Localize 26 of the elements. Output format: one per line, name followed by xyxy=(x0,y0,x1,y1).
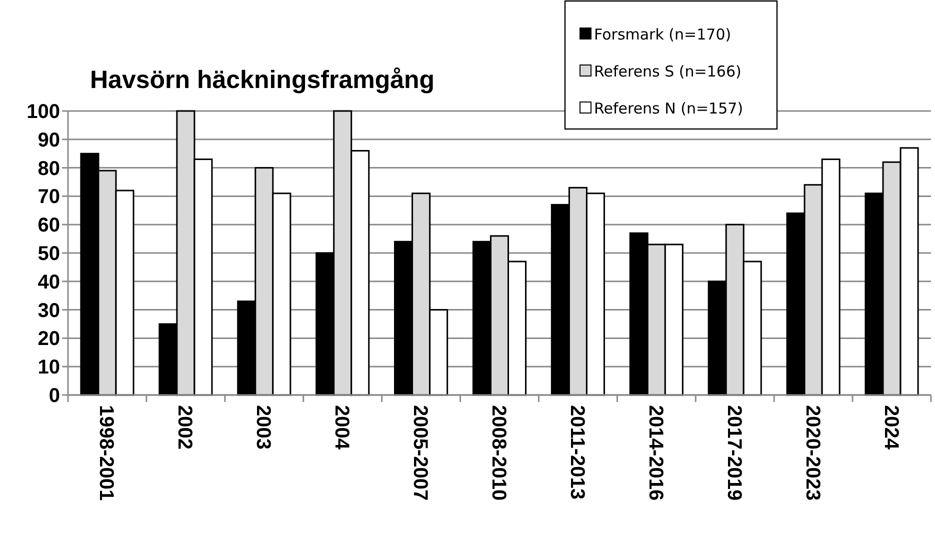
x-tick-label: 2003 xyxy=(252,405,274,450)
legend-label: Referens N (n=157) xyxy=(594,99,744,118)
x-tick-label: 2004 xyxy=(330,405,353,450)
y-tick-label: 10 xyxy=(38,356,60,379)
x-tick-label: 2020-2023 xyxy=(801,405,824,501)
x-tick-label: 2014-2016 xyxy=(644,405,666,501)
y-tick-label: 40 xyxy=(38,271,60,294)
x-tick-label: 2002 xyxy=(174,405,196,450)
y-tick-label: 20 xyxy=(38,328,60,350)
x-tick-label: 2011-2013 xyxy=(566,405,588,500)
legend-label: Referens S (n=166) xyxy=(594,62,742,80)
y-tick-label: 70 xyxy=(38,186,60,208)
legend-label: Forsmark (n=170) xyxy=(594,25,732,44)
y-tick-label: 100 xyxy=(26,101,60,123)
x-tick-label: 1998-2001 xyxy=(95,405,118,501)
x-tick-label: 2005-2007 xyxy=(409,405,432,501)
x-tick-label: 2024 xyxy=(880,405,902,450)
x-tick-label: 2017-2019 xyxy=(722,405,745,501)
y-tick-label: 50 xyxy=(38,243,60,265)
y-tick-label: 80 xyxy=(38,158,60,180)
y-tick-label: 30 xyxy=(38,300,60,322)
x-tick-label: 2008-2010 xyxy=(488,405,510,501)
chart-title: Havsörn häckningsframgång xyxy=(90,66,435,94)
y-tick-label: 60 xyxy=(38,214,60,237)
y-tick-label: 90 xyxy=(38,129,60,152)
y-tick-label: 0 xyxy=(48,385,60,407)
